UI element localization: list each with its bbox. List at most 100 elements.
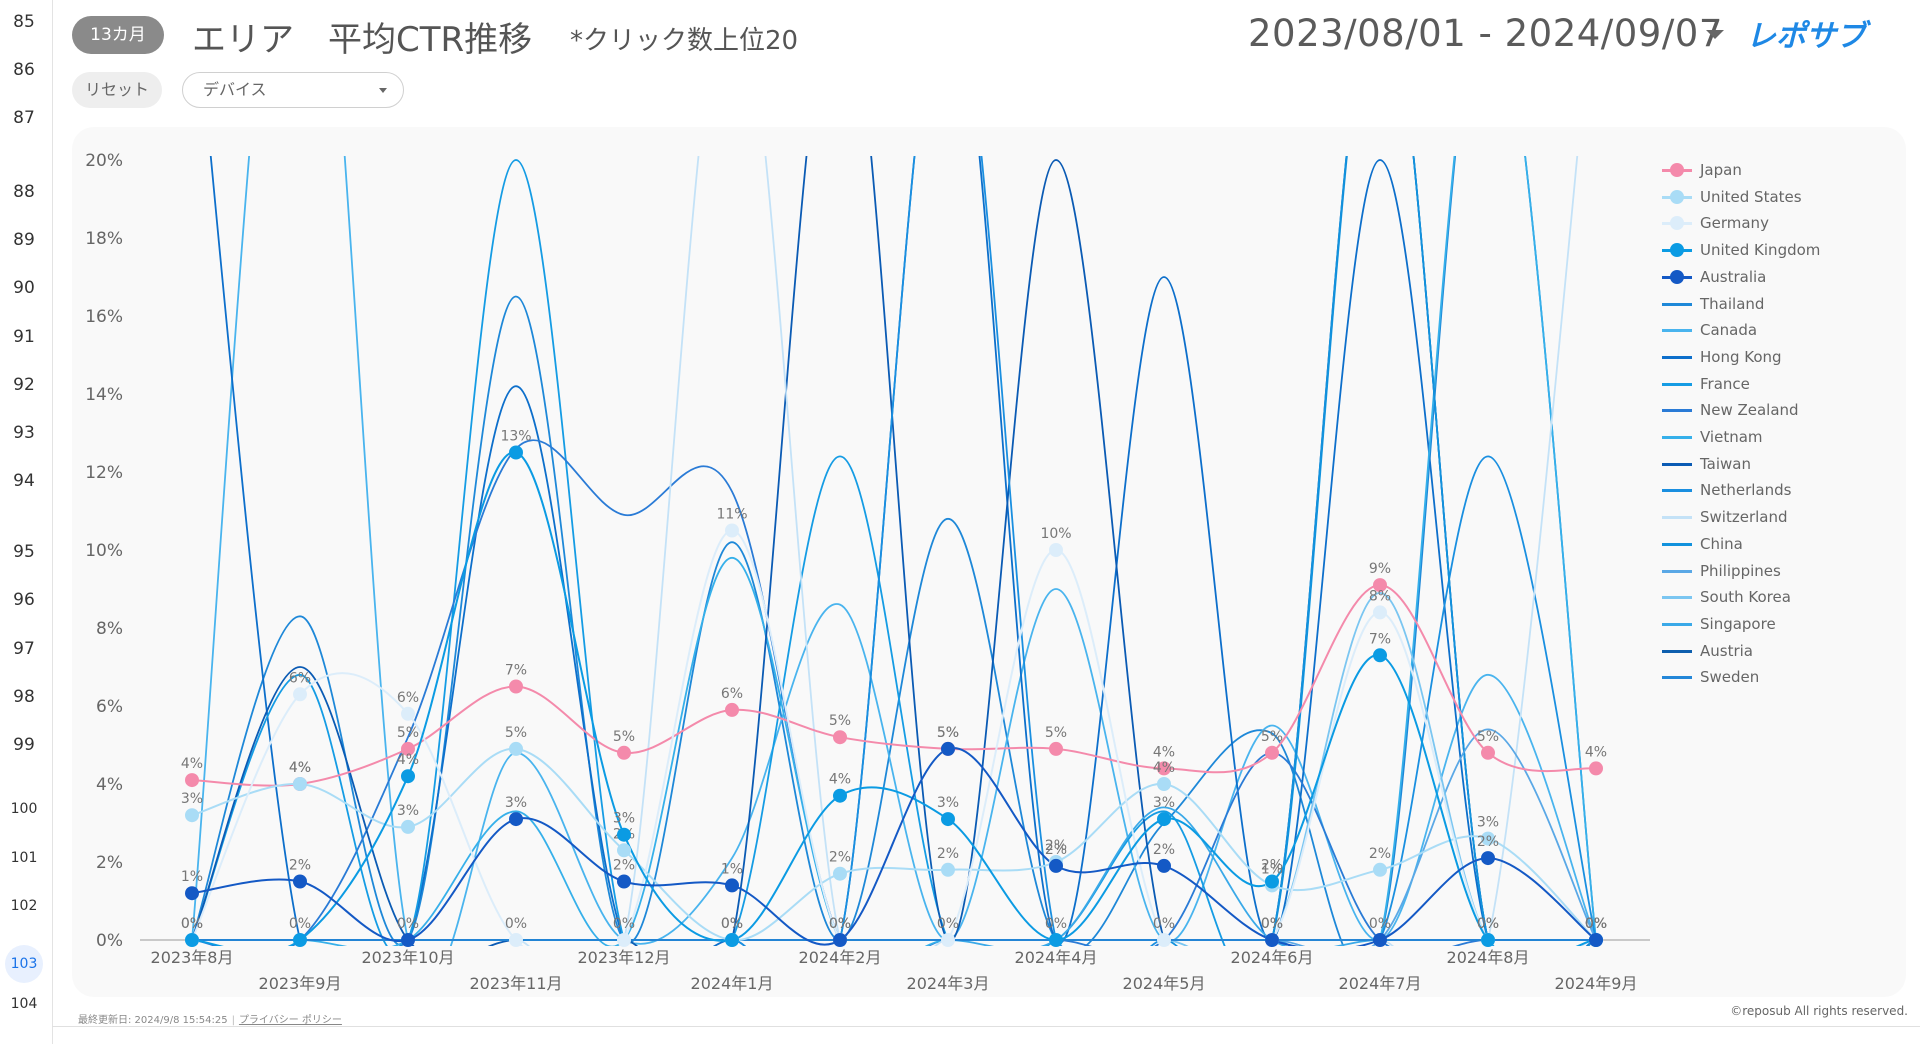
data-point (1049, 858, 1063, 873)
legend-label: Austria (1700, 641, 1753, 660)
data-label: 11% (716, 507, 747, 523)
legend-swatch (1662, 409, 1692, 413)
chevron-down-icon[interactable] (1706, 30, 1724, 39)
row-number[interactable]: 96 (13, 590, 35, 610)
series-line-canada (191, 156, 1597, 946)
legend-swatch (1662, 649, 1692, 653)
row-number[interactable]: 88 (13, 182, 35, 202)
data-point (1157, 777, 1171, 791)
legend-swatch (1662, 596, 1692, 600)
data-point (617, 745, 631, 760)
row-number[interactable]: 87 (13, 108, 35, 128)
legend-label: Sweden (1700, 668, 1760, 687)
data-label: 0% (1477, 916, 1499, 932)
legend-label: Taiwan (1700, 454, 1752, 473)
data-point (401, 741, 415, 756)
data-label: 0% (1585, 916, 1607, 932)
legend-label: Switzerland (1700, 508, 1788, 527)
row-number[interactable]: 85 (13, 12, 35, 32)
legend-label: Canada (1700, 321, 1758, 340)
data-label: 5% (829, 713, 851, 729)
series-line-germany (191, 529, 1597, 946)
data-label: 2% (289, 858, 311, 874)
date-range[interactable]: 2023/08/01 - 2024/09/07 (1248, 12, 1723, 55)
data-point (617, 827, 631, 842)
reset-button[interactable]: リセット (72, 72, 162, 108)
y-tick-label: 16% (85, 307, 123, 327)
data-label: 3% (937, 795, 959, 811)
data-point (1373, 648, 1387, 663)
data-label: 4% (1153, 760, 1175, 776)
data-label: 5% (1477, 729, 1499, 745)
data-label: 0% (397, 916, 419, 932)
row-number[interactable]: 89 (13, 230, 35, 250)
row-number[interactable]: 99 (13, 735, 35, 755)
row-number[interactable]: 92 (13, 375, 35, 395)
series-line-australia (191, 747, 1597, 946)
legend-swatch (1662, 302, 1692, 306)
series-line-taiwan (191, 156, 1597, 946)
last-updated: 最終更新日: 2024/9/8 15:54:25 (78, 1015, 228, 1026)
row-number[interactable]: 98 (13, 687, 35, 707)
row-number[interactable]: 100 (10, 801, 38, 817)
legend-label: Hong Kong (1700, 347, 1782, 366)
row-number[interactable]: 101 (10, 850, 38, 866)
legend-swatch (1662, 489, 1692, 493)
legend-swatch (1662, 329, 1692, 333)
privacy-policy-link[interactable]: プライバシー ポリシー (238, 1015, 342, 1026)
data-point (941, 741, 955, 756)
row-number[interactable]: 102 (10, 898, 38, 914)
row-number[interactable]: 86 (13, 60, 35, 80)
row-number[interactable]: 93 (13, 423, 35, 443)
legend-label: Thailand (1700, 294, 1765, 313)
data-label: 4% (181, 756, 203, 772)
data-label: 4% (289, 760, 311, 776)
legend-label: Germany (1700, 214, 1769, 233)
data-label: 7% (505, 663, 527, 679)
data-label: 0% (1261, 916, 1283, 932)
legend-label: Netherlands (1700, 481, 1792, 500)
legend-marker (1670, 189, 1684, 204)
x-tick-label: 2023年11月 (469, 974, 562, 993)
data-point (1481, 745, 1495, 760)
data-point (833, 730, 847, 745)
data-point (185, 886, 199, 901)
period-badge[interactable]: 13カ月 (72, 16, 164, 54)
data-label: 3% (505, 795, 527, 811)
row-number[interactable]: 103 (5, 945, 43, 983)
data-point (509, 933, 523, 947)
legend-marker (1670, 269, 1684, 284)
row-number[interactable]: 91 (13, 327, 35, 347)
row-number[interactable]: 95 (13, 542, 35, 562)
data-label: 5% (505, 725, 527, 741)
data-point (1157, 812, 1171, 827)
data-point (509, 445, 523, 460)
data-point (1049, 543, 1063, 557)
y-tick-label: 18% (85, 229, 123, 249)
data-label: 0% (1153, 916, 1175, 932)
y-tick-label: 12% (85, 463, 123, 483)
legend-label: Singapore (1700, 614, 1776, 633)
data-point (1265, 745, 1279, 760)
data-label: 5% (613, 729, 635, 745)
legend-swatch (1662, 676, 1692, 680)
data-point (1157, 933, 1171, 947)
device-dropdown-value: デバイス (203, 80, 267, 99)
data-point (293, 687, 307, 702)
row-number[interactable]: 97 (13, 639, 35, 659)
row-number[interactable]: 90 (13, 278, 35, 298)
row-number[interactable]: 104 (10, 996, 38, 1012)
row-number[interactable]: 94 (13, 471, 35, 491)
data-label: 0% (181, 916, 203, 932)
legend-marker (1670, 243, 1684, 258)
data-label: 0% (289, 916, 311, 932)
data-label: 0% (1045, 916, 1067, 932)
data-point (293, 933, 307, 947)
y-tick-label: 4% (96, 775, 123, 795)
data-label: 2% (1477, 834, 1499, 850)
legend-swatch (1662, 516, 1692, 520)
device-dropdown[interactable]: デバイス (182, 72, 404, 108)
x-tick-label: 2023年9月 (259, 974, 342, 993)
data-point (509, 679, 523, 694)
